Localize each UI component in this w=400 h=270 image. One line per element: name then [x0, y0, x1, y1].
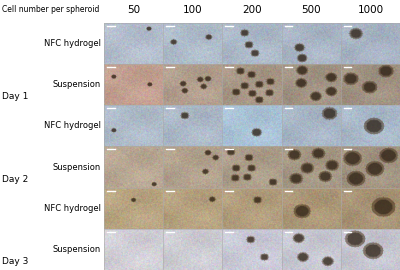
Text: 1000: 1000: [357, 5, 384, 15]
Text: Day 2: Day 2: [2, 174, 28, 184]
Text: Day 3: Day 3: [2, 257, 28, 266]
Text: Suspension: Suspension: [53, 80, 101, 89]
Text: 500: 500: [301, 5, 321, 15]
Text: NFC hydrogel: NFC hydrogel: [44, 204, 101, 213]
Text: NFC hydrogel: NFC hydrogel: [44, 39, 101, 48]
Text: Cell number per spheroid: Cell number per spheroid: [2, 5, 100, 14]
Text: 100: 100: [183, 5, 203, 15]
Text: 50: 50: [127, 5, 140, 15]
Text: Suspension: Suspension: [53, 245, 101, 254]
Text: NFC hydrogel: NFC hydrogel: [44, 122, 101, 130]
Text: Day 1: Day 1: [2, 92, 28, 101]
Text: Suspension: Suspension: [53, 163, 101, 171]
Text: 200: 200: [242, 5, 262, 15]
